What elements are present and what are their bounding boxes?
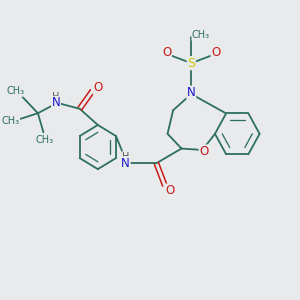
Text: S: S [187, 57, 195, 70]
Text: O: O [162, 46, 171, 59]
Text: CH₃: CH₃ [192, 30, 210, 40]
Text: O: O [93, 81, 103, 94]
Text: O: O [165, 184, 174, 197]
Text: H: H [122, 152, 129, 162]
Text: CH₃: CH₃ [36, 135, 54, 145]
Text: CH₃: CH₃ [2, 116, 20, 126]
Text: CH₃: CH₃ [7, 86, 25, 96]
Text: N: N [52, 96, 60, 110]
Text: H: H [52, 92, 60, 102]
Text: O: O [199, 145, 208, 158]
Text: N: N [187, 86, 196, 99]
Text: N: N [121, 157, 130, 170]
Text: O: O [211, 46, 220, 59]
